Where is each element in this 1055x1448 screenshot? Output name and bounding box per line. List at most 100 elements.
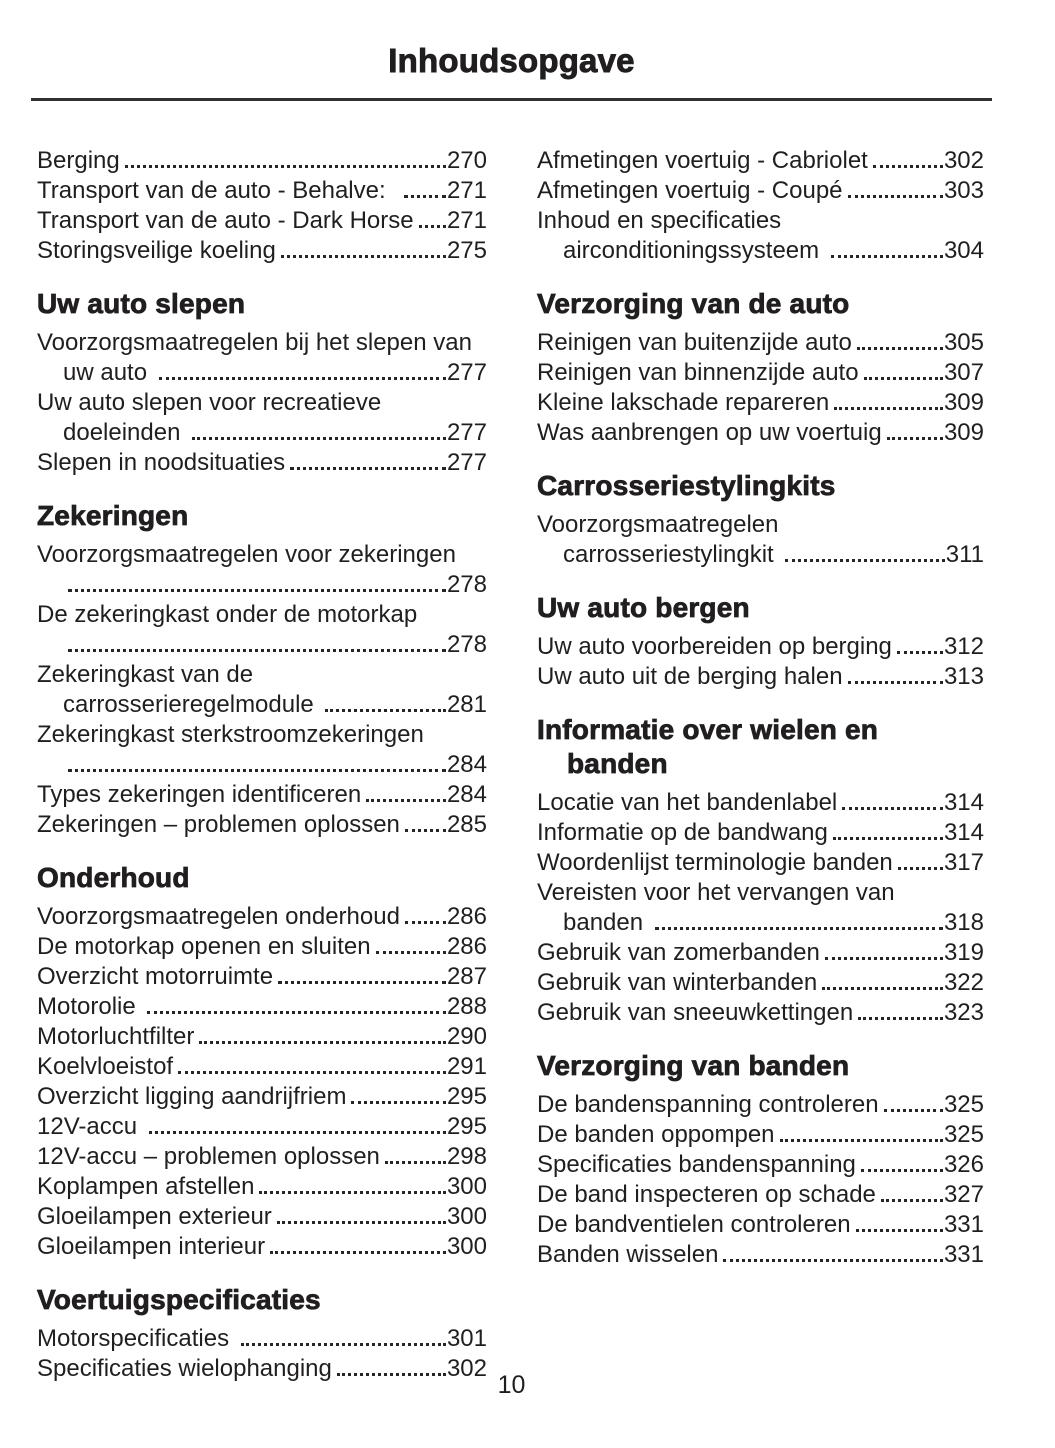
toc-entry-leader bbox=[280, 255, 446, 258]
toc-entry-lastline: Afmetingen voertuig - Coupé 303 bbox=[537, 176, 984, 206]
toc-entry-lastline: Uw auto uit de berging halen 313 bbox=[537, 662, 984, 692]
toc-entry-label: doeleinden bbox=[63, 419, 188, 446]
toc-entry-text: De zekeringkast onder de motorkap bbox=[37, 601, 418, 628]
toc-entry: De banden oppompen 325 bbox=[537, 1120, 984, 1150]
toc-entry-page: 275 bbox=[446, 237, 487, 264]
section-heading-line: Voertuigspecificaties bbox=[37, 1284, 321, 1316]
toc-entry: Motorluchtfilter 290 bbox=[37, 1022, 487, 1052]
toc-entry-page: 300 bbox=[446, 1173, 487, 1200]
toc-entry-page: 291 bbox=[446, 1053, 487, 1080]
toc-entry-leader bbox=[779, 1139, 943, 1142]
toc-entry-page: 322 bbox=[943, 969, 984, 996]
toc-entry: Slepen in noodsituaties 277 bbox=[37, 448, 487, 478]
toc-entry-page: 307 bbox=[943, 359, 984, 386]
toc-entry: 12V-accu 295 bbox=[37, 1112, 487, 1142]
toc-entry-leader bbox=[192, 437, 446, 440]
toc-entry-label: Gloeilampen exterieur bbox=[37, 1203, 272, 1230]
toc-entry-page: 323 bbox=[943, 999, 984, 1026]
section-heading-line: banden bbox=[567, 748, 668, 780]
toc-entry-page: 290 bbox=[446, 1023, 487, 1050]
toc-entry-text: Inhoud en specificaties bbox=[537, 207, 782, 234]
toc-entry: Reinigen van binnenzijde auto 307 bbox=[537, 358, 984, 388]
toc-entry-label: Motorolie bbox=[37, 993, 143, 1020]
toc-entry-leader bbox=[830, 255, 943, 258]
toc-entry-page: 314 bbox=[943, 789, 984, 816]
toc-section: Uw auto slepen Voorzorgsmaatregelen bij h… bbox=[37, 287, 487, 478]
toc-entry-page: 318 bbox=[943, 909, 984, 936]
toc-entry-text: Voorzorgsmaatregelen voor zekeringen bbox=[37, 541, 456, 568]
toc-entry-lastline: Berging 270 bbox=[37, 146, 487, 176]
toc-entry-leader bbox=[278, 981, 446, 984]
toc-entry-leader bbox=[863, 377, 943, 380]
toc-entry-label: Gebruik van zomerbanden bbox=[537, 939, 820, 966]
toc-entry-lastline: Transport van de auto - Behalve: 271 bbox=[37, 176, 487, 206]
toc-entry-leader bbox=[822, 987, 943, 990]
toc-entry-lastline: Specificaties bandenspanning 326 bbox=[537, 1150, 984, 1180]
section-heading: Zekeringen bbox=[37, 499, 487, 533]
toc-entry-page: 311 bbox=[945, 541, 984, 568]
toc-section: Voertuigspecificaties Motorspecificaties … bbox=[37, 1283, 487, 1384]
toc-entry-page: 278 bbox=[446, 571, 487, 598]
toc-entry-leader bbox=[366, 799, 446, 802]
toc-entry-page: 295 bbox=[446, 1113, 487, 1140]
section-heading-line: Informatie over wielen en bbox=[537, 714, 879, 746]
toc-entry-leader bbox=[325, 709, 446, 712]
toc-entry-page: 325 bbox=[943, 1091, 984, 1118]
toc-entry-page: 286 bbox=[446, 933, 487, 960]
toc-entry-leader bbox=[654, 927, 943, 930]
toc-entry-leader bbox=[896, 651, 943, 654]
toc-entry-page: 281 bbox=[446, 691, 487, 718]
section-heading: Voertuigspecificaties bbox=[37, 1283, 487, 1317]
toc-entry-label: carrosserieregelmodule bbox=[63, 691, 321, 718]
toc-entry-leader bbox=[68, 649, 446, 652]
toc-entry-label: Storingsveilige koeling bbox=[37, 237, 276, 264]
toc-entry-lastline: Gebruik van zomerbanden 319 bbox=[537, 938, 984, 968]
toc-entry-label: Locatie van het bandenlabel bbox=[537, 789, 838, 816]
toc-entry-label: banden bbox=[563, 909, 650, 936]
toc-entry-page: 327 bbox=[943, 1181, 984, 1208]
toc-entry: Woordenlijst terminologie banden 317 bbox=[537, 848, 984, 878]
toc-entry-page: 277 bbox=[446, 449, 487, 476]
toc-entry-page: 314 bbox=[943, 819, 984, 846]
toc-section: Uw auto bergen Uw auto voorbereiden op be… bbox=[537, 591, 984, 692]
toc-entry: Kleine lakschade repareren 309 bbox=[537, 388, 984, 418]
toc-entry-leader bbox=[856, 347, 943, 350]
toc-entry-page: 309 bbox=[943, 419, 984, 446]
toc-entry: Transport van de auto - Dark Horse 271 bbox=[37, 206, 487, 236]
toc-entry-page: 300 bbox=[446, 1233, 487, 1260]
toc-section: Verzorging van banden De bandenspanning c… bbox=[537, 1049, 984, 1270]
toc-entry-leader bbox=[886, 437, 943, 440]
toc-entry-leader bbox=[880, 1199, 943, 1202]
toc-entry-leader bbox=[847, 195, 943, 198]
toc-entry-label: Motorspecificaties bbox=[37, 1325, 236, 1352]
toc-entry-leader bbox=[723, 1259, 943, 1262]
toc-entry-lastline: Gloeilampen exterieur 300 bbox=[37, 1202, 487, 1232]
toc-entry-page: 277 bbox=[446, 359, 487, 386]
toc-entry-label: Overzicht ligging aandrijfriem bbox=[37, 1083, 347, 1110]
toc-entry-leader bbox=[872, 165, 943, 168]
toc-entry-page: 286 bbox=[446, 903, 487, 930]
toc-entry: Specificaties bandenspanning 326 bbox=[537, 1150, 984, 1180]
toc-entry-label: De bandenspanning controleren bbox=[537, 1091, 879, 1118]
toc-entry: Reinigen van buitenzijde auto 305 bbox=[537, 328, 984, 358]
toc-entry-label: Gebruik van winterbanden bbox=[537, 969, 818, 996]
toc-entry: Gloeilampen exterieur 300 bbox=[37, 1202, 487, 1232]
toc-entry-leader bbox=[404, 921, 446, 924]
toc-entry-label: Gebruik van sneeuwkettingen bbox=[537, 999, 854, 1026]
toc-section: Onderhoud Voorzorgsmaatregelen onderhoud 2… bbox=[37, 861, 487, 1262]
toc-entry-leader bbox=[897, 867, 943, 870]
toc-entry-label: De motorkap openen en sluiten bbox=[37, 933, 371, 960]
toc-entry-label: Koplampen afstellen bbox=[37, 1173, 255, 1200]
toc-column-right: Afmetingen voertuig - Cabriolet 302 Afmeti… bbox=[537, 146, 984, 1270]
section-heading: Carrosseriestylingkits bbox=[537, 469, 984, 503]
toc-entry-label: Zekeringen – problemen oplossen bbox=[37, 811, 400, 838]
toc-entry: De zekeringkast onder de motorkap 278 bbox=[37, 600, 487, 660]
toc-entry: Vereisten voor het vervangen van banden 3… bbox=[537, 878, 984, 938]
toc-entry-leader bbox=[834, 407, 943, 410]
toc-entry-label: Specificaties wielophanging bbox=[37, 1355, 332, 1382]
toc-entry-page: 331 bbox=[943, 1211, 984, 1238]
toc-entry: Locatie van het bandenlabel 314 bbox=[537, 788, 984, 818]
toc-entry-lastline: De band inspecteren op schade 327 bbox=[537, 1180, 984, 1210]
toc-entry-lastline: Afmetingen voertuig - Cabriolet 302 bbox=[537, 146, 984, 176]
toc-entry: Voorzorgsmaatregelen onderhoud 286 bbox=[37, 902, 487, 932]
